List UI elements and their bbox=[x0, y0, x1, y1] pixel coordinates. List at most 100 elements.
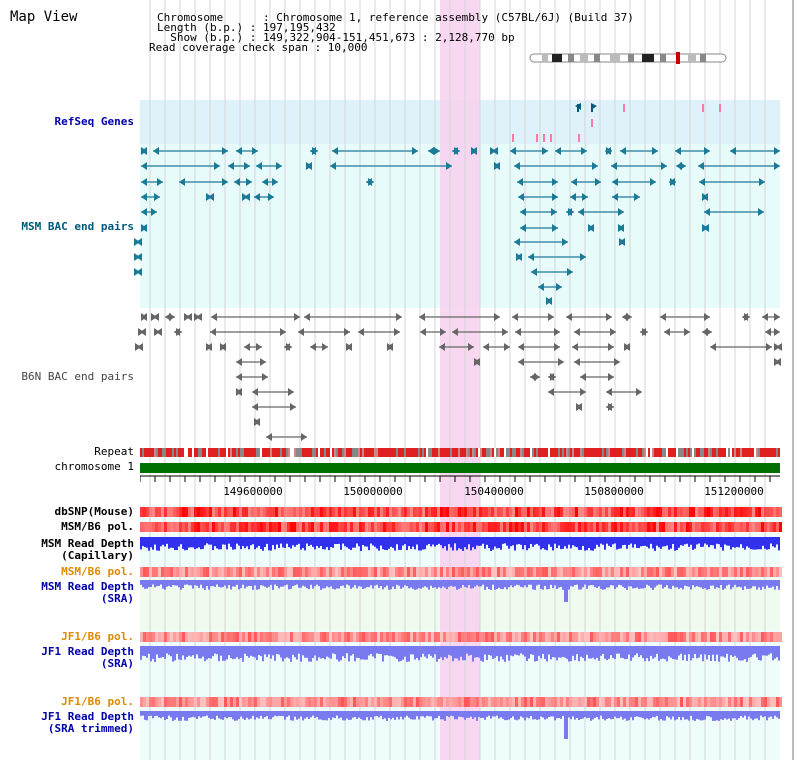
dbsnp-cell bbox=[398, 507, 401, 517]
msm-sra-depth-bar bbox=[306, 580, 308, 589]
jf1-pol-cell bbox=[191, 632, 194, 642]
dbsnp-cell bbox=[680, 507, 683, 517]
msm-capillary-depth-bar bbox=[746, 537, 748, 547]
jf1-sra-depth-bar bbox=[410, 646, 412, 655]
jf1-pol2-cell bbox=[371, 697, 374, 707]
b6n-bac-end bbox=[710, 343, 716, 351]
jf1-sra-depth-bar bbox=[534, 646, 536, 662]
dbsnp-cell bbox=[323, 507, 326, 517]
repeat-segment bbox=[386, 448, 388, 457]
msm-capillary-depth-bar bbox=[338, 537, 340, 544]
msm-capillary-depth-bar bbox=[198, 537, 200, 548]
dbsnp-cell bbox=[305, 507, 308, 517]
jf1-pol-cell bbox=[749, 632, 752, 642]
repeat-segment bbox=[762, 448, 764, 457]
jf1-pol-cell bbox=[587, 632, 590, 642]
jf1-pol-cell bbox=[722, 632, 725, 642]
jf1-trim-depth-bar bbox=[356, 711, 358, 719]
jf1-pol-cell bbox=[461, 632, 464, 642]
repeat-segment bbox=[674, 448, 676, 457]
msm-pol-cell bbox=[341, 522, 344, 532]
jf1-trim-depth-bar bbox=[226, 711, 228, 719]
msm-capillary-depth-bar bbox=[678, 537, 680, 548]
dbsnp-cell bbox=[593, 507, 596, 517]
b6n-bac-end bbox=[554, 343, 560, 351]
jf1-pol2-cell bbox=[584, 697, 587, 707]
jf1-sra-depth-bar bbox=[530, 646, 532, 655]
msm-pol-cell bbox=[266, 522, 269, 532]
msm-capillary-depth-bar bbox=[264, 537, 266, 547]
repeat-segment bbox=[680, 448, 682, 457]
repeat-segment bbox=[292, 448, 294, 457]
repeat-segment bbox=[564, 448, 566, 457]
msm-capillary-depth-bar bbox=[722, 537, 724, 551]
msm-bac-end bbox=[546, 297, 552, 305]
dbsnp-cell bbox=[668, 507, 671, 517]
jf1-trim-depth-bar bbox=[654, 711, 656, 718]
jf1-trim-depth-bar bbox=[274, 711, 276, 716]
jf1-sra-depth-bar bbox=[374, 646, 376, 659]
repeat-segment bbox=[666, 448, 668, 457]
msm-pol2-cell bbox=[677, 567, 680, 577]
msm-bac-end bbox=[567, 268, 573, 276]
dbsnp-cell bbox=[359, 507, 362, 517]
msm-pol2-cell bbox=[140, 567, 143, 577]
msm-pol-cell bbox=[746, 522, 749, 532]
repeat-segment bbox=[620, 448, 622, 457]
msm-capillary-depth-bar bbox=[684, 537, 686, 545]
msm-capillary-depth-bar bbox=[382, 537, 384, 550]
msm-sra-depth-bar bbox=[512, 580, 514, 588]
msm-pol-cell bbox=[167, 522, 170, 532]
repeat-segment bbox=[234, 448, 236, 457]
jf1-pol2-cell bbox=[692, 697, 695, 707]
msm-pol2-cell bbox=[218, 567, 221, 577]
msm-sra-depth-bar bbox=[682, 580, 684, 590]
jf1-sra-depth-bar bbox=[362, 646, 364, 660]
jf1-pol2-cell bbox=[530, 697, 533, 707]
msm-pol-cell bbox=[779, 522, 782, 532]
b6n-bac-label: B6N BAC end pairs bbox=[21, 370, 134, 383]
jf1-sra-depth-bar bbox=[430, 646, 432, 656]
msm-capillary-depth-bar bbox=[176, 537, 178, 551]
jf1-pol2-cell bbox=[593, 697, 596, 707]
msm-sra-depth-bar bbox=[522, 580, 524, 588]
msm-sra-depth-bar bbox=[636, 580, 638, 588]
dbsnp-cell bbox=[161, 507, 164, 517]
dbsnp-cell bbox=[362, 507, 365, 517]
msm-bac-end bbox=[262, 178, 268, 186]
repeat-segment bbox=[584, 448, 586, 457]
jf1-sra-depth-bar bbox=[564, 646, 566, 658]
dbsnp-cell bbox=[194, 507, 197, 517]
jf1-sra-depth-bar bbox=[154, 646, 156, 662]
msm-pol-cell bbox=[572, 522, 575, 532]
jf1-pol2-cell bbox=[446, 697, 449, 707]
jf1-sra-depth-bar bbox=[596, 646, 598, 658]
jf1-trim-depth-bar bbox=[424, 711, 426, 718]
jf1-sra-depth-bar bbox=[314, 646, 316, 656]
msm-bac-end bbox=[581, 147, 587, 155]
repeat-segment bbox=[346, 448, 348, 457]
msm-pol-cell bbox=[197, 522, 200, 532]
b6n-bac-end bbox=[419, 313, 425, 321]
jf1-pol-cell bbox=[332, 632, 335, 642]
msm-sra-depth-bar bbox=[544, 580, 546, 586]
jf1-depth-sra-label-1: JF1 Read Depth bbox=[41, 645, 134, 658]
jf1-sra-depth-bar bbox=[716, 646, 718, 655]
msm-pol2-cell bbox=[443, 567, 446, 577]
jf1-sra-depth-bar bbox=[738, 646, 740, 661]
msm-sra-depth-bar bbox=[772, 580, 774, 587]
axis-tick-label: 150800000 bbox=[584, 485, 644, 498]
axis-tick-label: 150400000 bbox=[464, 485, 524, 498]
msm-pol-cell bbox=[332, 522, 335, 532]
msm-pol-cell bbox=[626, 522, 629, 532]
msm-capillary-depth-bar bbox=[158, 537, 160, 551]
jf1-sra-depth-bar bbox=[160, 646, 162, 658]
jf1-trim-depth-bar bbox=[360, 711, 362, 719]
msm-capillary-depth-bar bbox=[446, 537, 448, 551]
msm-sra-depth-bar bbox=[176, 580, 178, 586]
jf1-sra-depth-bar bbox=[354, 646, 356, 662]
chromosome-ideogram[interactable] bbox=[528, 52, 728, 64]
msm-sra-depth-bar bbox=[702, 580, 704, 589]
repeat-segment bbox=[154, 448, 156, 457]
